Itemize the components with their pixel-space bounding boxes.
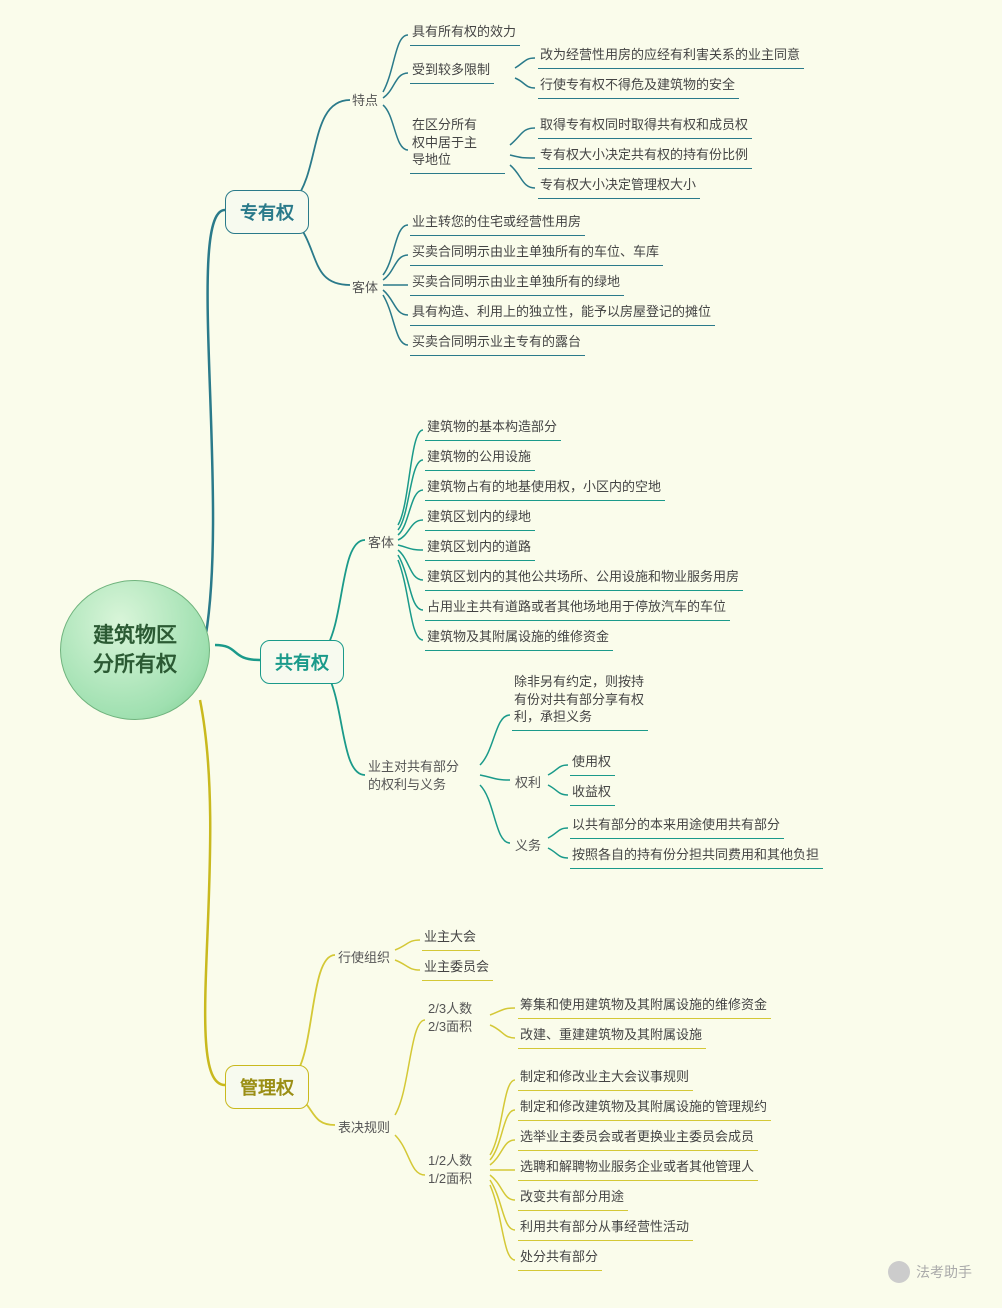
leaf: 收益权 <box>570 782 615 806</box>
leaf: 业主转您的住宅或经营性用房 <box>410 212 585 236</box>
leaf: 处分共有部分 <box>518 1247 602 1271</box>
leaf: 行使专有权不得危及建筑物的安全 <box>538 75 739 99</box>
label-duty: 义务 <box>515 835 541 854</box>
leaf: 按照各自的持有份分担共同费用和其他负担 <box>570 845 823 869</box>
label-features: 特点 <box>352 90 378 109</box>
leaf: 具有构造、利用上的独立性，能予以房屋登记的摊位 <box>410 302 715 326</box>
watermark: 法考助手 <box>888 1261 972 1283</box>
leaf: 制定和修改业主大会议事规则 <box>518 1067 693 1091</box>
leaf: 制定和修改建筑物及其附属设施的管理规约 <box>518 1097 771 1121</box>
leaf: 选举业主委员会或者更换业主委员会成员 <box>518 1127 758 1151</box>
label-right: 权利 <box>515 772 541 791</box>
label-rule-a: 2/3人数 2/3面积 <box>428 1000 472 1036</box>
wechat-icon <box>888 1261 910 1283</box>
leaf: 建筑物的基本构造部分 <box>425 417 561 441</box>
label-objects-1: 客体 <box>352 277 378 296</box>
label-rule-b: 1/2人数 1/2面积 <box>428 1152 472 1188</box>
branch-management-right: 管理权 <box>225 1065 309 1109</box>
leaf: 业主委员会 <box>422 957 493 981</box>
leaf: 改为经营性用房的应经有利害关系的业主同意 <box>538 45 804 69</box>
leaf: 买卖合同明示由业主单独所有的车位、车库 <box>410 242 663 266</box>
leaf: 除非另有约定，则按持 有份对共有部分享有权 利，承担义务 <box>512 672 648 731</box>
leaf: 建筑区划内的道路 <box>425 537 535 561</box>
leaf: 建筑物的公用设施 <box>425 447 535 471</box>
root-topic: 建筑物区 分所有权 <box>60 580 210 720</box>
leaf: 建筑物及其附属设施的维修资金 <box>425 627 613 651</box>
leaf: 改建、重建建筑物及其附属设施 <box>518 1025 706 1049</box>
leaf: 建筑区划内的绿地 <box>425 507 535 531</box>
leaf: 建筑区划内的其他公共场所、公用设施和物业服务用房 <box>425 567 743 591</box>
leaf: 专有权大小决定共有权的持有份比例 <box>538 145 752 169</box>
leaf: 使用权 <box>570 752 615 776</box>
leaf: 买卖合同明示由业主单独所有的绿地 <box>410 272 624 296</box>
leaf: 受到较多限制 <box>410 60 494 84</box>
leaf: 具有所有权的效力 <box>410 22 520 46</box>
leaf: 改变共有部分用途 <box>518 1187 628 1211</box>
leaf: 买卖合同明示业主专有的露台 <box>410 332 585 356</box>
leaf: 建筑物占有的地基使用权，小区内的空地 <box>425 477 665 501</box>
branch-common-right: 共有权 <box>260 640 344 684</box>
watermark-text: 法考助手 <box>916 1262 972 1282</box>
label-rights: 业主对共有部分 的权利与义务 <box>368 758 459 794</box>
leaf: 专有权大小决定管理权大小 <box>538 175 700 199</box>
leaf: 选聘和解聘物业服务企业或者其他管理人 <box>518 1157 758 1181</box>
leaf: 取得专有权同时取得共有权和成员权 <box>538 115 752 139</box>
leaf: 业主大会 <box>422 927 480 951</box>
label-objects-2: 客体 <box>368 532 394 551</box>
leaf: 以共有部分的本来用途使用共有部分 <box>570 815 784 839</box>
branch-exclusive-right: 专有权 <box>225 190 309 234</box>
label-rules: 表决规则 <box>338 1117 390 1136</box>
leaf: 占用业主共有道路或者其他场地用于停放汽车的车位 <box>425 597 730 621</box>
root-title: 建筑物区 分所有权 <box>93 621 177 680</box>
label-org: 行使组织 <box>338 947 390 966</box>
leaf: 在区分所有 权中居于主 导地位 <box>410 115 505 174</box>
leaf: 筹集和使用建筑物及其附属设施的维修资金 <box>518 995 771 1019</box>
leaf: 利用共有部分从事经营性活动 <box>518 1217 693 1241</box>
